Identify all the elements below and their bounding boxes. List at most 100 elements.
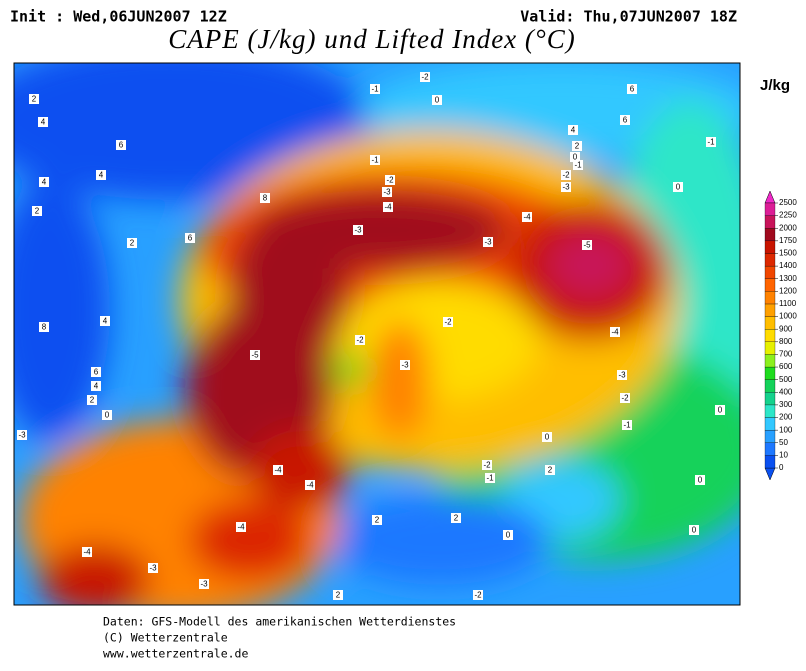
- contour-label: -2: [474, 591, 482, 600]
- contour-label-bg: [17, 430, 27, 440]
- colorbar-label: 500: [779, 375, 793, 384]
- contour-label-bg: [617, 370, 627, 380]
- contour-label: 6: [630, 85, 635, 94]
- contour-label: 6: [119, 141, 124, 150]
- contour-label: -3: [149, 564, 157, 573]
- contour-label-bg: [715, 405, 725, 415]
- colorbar-band: [764, 240, 776, 254]
- contour-label-bg: [116, 140, 126, 150]
- valid-time: Valid: Thu,07JUN2007 18Z: [520, 8, 737, 26]
- contour-label-bg: [102, 410, 112, 420]
- contour-label-bg: [87, 395, 97, 405]
- contour-label: -1: [707, 138, 715, 147]
- contour-label-bg: [185, 233, 195, 243]
- contour-label-bg: [570, 152, 580, 162]
- contour-label: 2: [548, 466, 553, 475]
- map-frame: [13, 62, 741, 606]
- contour-label-bg: [622, 420, 632, 430]
- contour-label: -2: [386, 176, 394, 185]
- contour-label-bg: [355, 335, 365, 345]
- contour-label-bg: [91, 367, 101, 377]
- contour-label: 0: [545, 433, 550, 442]
- contour-label: 4: [99, 171, 104, 180]
- unit-label: J/kg: [760, 77, 790, 94]
- contour-label-bg: [572, 141, 582, 151]
- colorbar-label: 1300: [779, 274, 797, 283]
- contour-label-bg: [620, 393, 630, 403]
- contour-label: -4: [306, 481, 314, 490]
- contour-label-bg: [503, 530, 513, 540]
- contour-label-bg: [96, 170, 106, 180]
- contour-label-bg: [695, 475, 705, 485]
- contour-label: -3: [618, 371, 626, 380]
- contour-label: 2: [375, 516, 380, 525]
- contour-label: -3: [401, 361, 409, 370]
- colorbar-band: [764, 404, 776, 418]
- contour-label-bg: [333, 590, 343, 600]
- contour-label: 2: [454, 514, 459, 523]
- colorbar-label: 1200: [779, 286, 797, 295]
- contour-label-bg: [236, 522, 246, 532]
- colorbar-label: 1100: [779, 299, 797, 308]
- contour-label-bg: [29, 94, 39, 104]
- colorbar-band: [764, 455, 776, 469]
- contour-label: 2: [336, 591, 341, 600]
- contour-label: -3: [18, 431, 26, 440]
- contour-label-bg: [610, 327, 620, 337]
- contour-label-bg: [273, 465, 283, 475]
- colorbar: 0 10 50 100 200 300 400 500 600 700 800 900 1000 1100…: [764, 190, 797, 481]
- contour-label-bg: [542, 432, 552, 442]
- colorbar-label: 1400: [779, 261, 797, 270]
- colorbar-label: 2000: [779, 223, 797, 232]
- contour-label: -3: [562, 183, 570, 192]
- contour-label: -3: [484, 238, 492, 247]
- colorbar-band: [764, 379, 776, 393]
- contour-label: 0: [506, 531, 511, 540]
- colorbar-band: [764, 303, 776, 317]
- contour-label: 6: [188, 234, 193, 243]
- colorbar-band: [764, 366, 776, 380]
- contour-label: -2: [421, 73, 429, 82]
- contour-labels: -1-20-1-2-3-4-3-4-3 -5-5-2-2-3-4-3-2-102-…: [17, 72, 725, 600]
- colorbar-band: [764, 278, 776, 292]
- contour-label-bg: [260, 193, 270, 203]
- colorbar-label: 300: [779, 400, 793, 409]
- contour-label-bg: [382, 187, 392, 197]
- footer-line: www.wetterzentrale.de: [103, 647, 248, 661]
- contour-label-bg: [91, 381, 101, 391]
- contour-label-bg: [432, 95, 442, 105]
- contour-label: 2: [90, 396, 95, 405]
- contour-label: 4: [571, 126, 576, 135]
- contour-label-bg: [620, 115, 630, 125]
- contour-label: -4: [523, 213, 531, 222]
- contour-label: -4: [384, 203, 392, 212]
- colorbar-label: 0: [779, 463, 784, 472]
- colorbar-label: 1000: [779, 312, 797, 321]
- contour-label: 0: [573, 153, 578, 162]
- contour-label: -1: [371, 156, 379, 165]
- contour-label-bg: [473, 590, 483, 600]
- contour-label-bg: [673, 182, 683, 192]
- contour-label-bg: [305, 480, 315, 490]
- contour-label: 0: [698, 476, 703, 485]
- colorbar-end: [764, 190, 776, 204]
- contour-label: -1: [574, 161, 582, 170]
- contour-label: -2: [621, 394, 629, 403]
- contour-label: 6: [623, 116, 628, 125]
- contour-label-bg: [38, 117, 48, 127]
- contour-label: -5: [583, 241, 591, 250]
- contour-label: 4: [42, 178, 47, 187]
- contour-label: 2: [32, 95, 37, 104]
- contour-label-bg: [127, 238, 137, 248]
- contour-label-bg: [385, 175, 395, 185]
- contour-label: 2: [575, 142, 580, 151]
- contour-label-bg: [353, 225, 363, 235]
- colorbar-label: 400: [779, 387, 793, 396]
- colorbar-band: [764, 291, 776, 305]
- colorbar-label: 10: [779, 450, 788, 459]
- colorbar-label: 1750: [779, 236, 797, 245]
- contour-label-bg: [250, 350, 260, 360]
- colorbar-band: [764, 354, 776, 368]
- colorbar-band: [764, 429, 776, 443]
